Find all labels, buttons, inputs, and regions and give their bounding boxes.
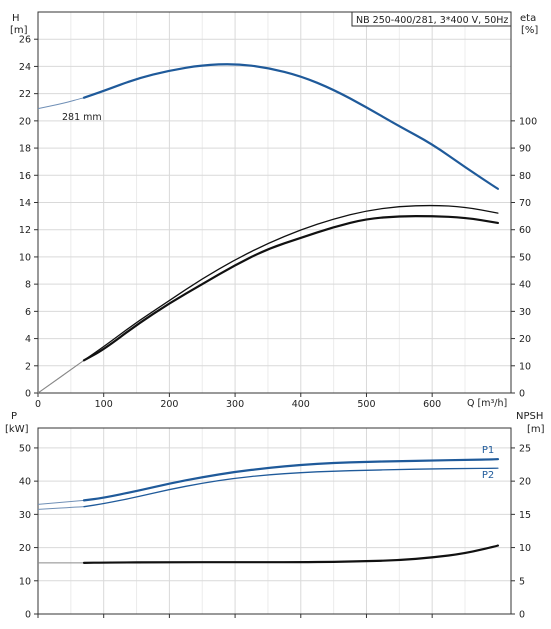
lower-left-axis: 0 10 20 30 40 50	[19, 443, 38, 621]
upper-left-label-line1: H	[12, 13, 20, 24]
left-tick-label: 14	[19, 198, 31, 209]
right-tick-label: 100	[519, 116, 537, 127]
left-tick-label: 24	[19, 62, 31, 73]
right-tick-label: 90	[519, 144, 531, 155]
right-tick-label: 15	[519, 510, 531, 521]
x-tick-label: 600	[423, 399, 441, 410]
upper-right-label-line1: eta	[520, 13, 536, 24]
left-tick-label: 20	[19, 116, 31, 127]
left-tick-label: 4	[25, 334, 31, 345]
legend-box-text: NB 250-400/281, 3*400 V, 50Hz	[356, 15, 508, 26]
lower-series: P1 P2	[37, 445, 499, 564]
series-line	[82, 544, 499, 564]
series-line	[82, 214, 499, 362]
right-tick-label: 0	[519, 389, 525, 400]
left-tick-label: 8	[25, 280, 31, 291]
x-tick-label: 400	[292, 399, 310, 410]
left-tick-label: 10	[19, 576, 31, 587]
series-label-p2: P2	[482, 470, 494, 481]
upper-x-axis: 0 100 200 300 400 500 600	[35, 393, 441, 410]
right-tick-label: 40	[519, 280, 531, 291]
lower-left-label-line1: P	[11, 411, 17, 422]
x-tick-label: 200	[160, 399, 178, 410]
right-tick-label: 20	[519, 334, 531, 345]
lower-plot-frame	[37, 427, 512, 615]
left-tick-label: 40	[19, 477, 31, 488]
upper-series	[37, 63, 499, 394]
x-axis-label: Q [m³/h]	[467, 398, 507, 409]
right-tick-label: 25	[519, 443, 531, 454]
series-line	[83, 204, 499, 361]
series-lead-in-line	[37, 359, 85, 394]
left-tick-label: 2	[25, 361, 31, 372]
lower-x-axis	[37, 614, 433, 618]
left-tick-label: 30	[19, 510, 31, 521]
x-tick-label: 500	[357, 399, 375, 410]
left-tick-label: 20	[19, 543, 31, 554]
upper-right-label-line2: [%]	[521, 25, 538, 36]
series-lead-in-line	[37, 97, 85, 110]
left-tick-label: 12	[19, 225, 31, 236]
left-tick-label: 50	[19, 443, 31, 454]
right-tick-label: 80	[519, 171, 531, 182]
left-tick-label: 0	[25, 389, 31, 400]
right-tick-label: 0	[519, 610, 525, 621]
impeller-annotation: 281 mm	[62, 112, 102, 123]
right-tick-label: 10	[519, 361, 531, 372]
left-tick-label: 26	[19, 35, 31, 46]
series-label-p1: P1	[482, 445, 494, 456]
left-tick-label: 6	[25, 307, 31, 318]
left-tick-label: 0	[25, 610, 31, 621]
upper-right-axis: 0 10 20 30 40 50 60 70 80 90 100	[511, 116, 537, 400]
series-line-p2	[83, 467, 499, 508]
left-tick-label: 10	[19, 252, 31, 263]
left-tick-label: 22	[19, 89, 31, 100]
series-line	[82, 63, 499, 190]
upper-left-label-line2: [m]	[10, 25, 28, 36]
series-lead-in-line	[37, 499, 85, 505]
right-tick-label: 70	[519, 198, 531, 209]
left-tick-label: 16	[19, 171, 31, 182]
lower-right-axis: 0 5 10 15 20 25	[511, 443, 531, 621]
lower-left-label-line2: [kW]	[5, 424, 29, 435]
left-tick-label: 18	[19, 144, 31, 155]
lower-right-label-line2: [m]	[527, 424, 545, 435]
lower-grid	[37, 428, 511, 615]
right-tick-label: 10	[519, 543, 531, 554]
right-tick-label: 5	[519, 576, 525, 587]
legend-box-frame	[351, 11, 512, 27]
right-tick-label: 30	[519, 307, 531, 318]
lower-right-label-line1: NPSH	[516, 411, 543, 422]
x-tick-label: 300	[226, 399, 244, 410]
series-lead-in-line	[37, 506, 85, 510]
right-tick-label: 20	[519, 477, 531, 488]
x-tick-label: 100	[95, 399, 113, 410]
right-tick-label: 50	[519, 252, 531, 263]
x-tick-label: 0	[35, 399, 41, 410]
series-line-p1	[82, 458, 499, 502]
upper-grid	[37, 12, 511, 394]
right-tick-label: 60	[519, 225, 531, 236]
